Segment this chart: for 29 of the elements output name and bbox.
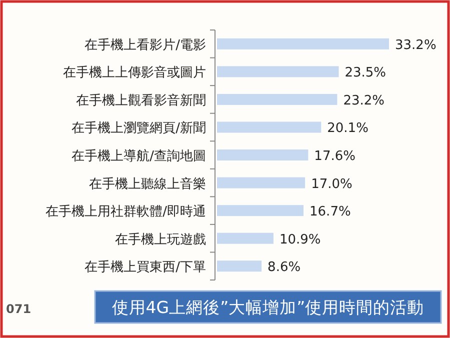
text: 使用4G上網後”大幅增加”使用時間的活動	[112, 298, 424, 317]
bar	[217, 122, 322, 133]
y-tick-label: 在手機上看影片/電影	[84, 38, 206, 53]
bar	[217, 232, 274, 244]
y-tick-label: 在手機上買東西/下單	[84, 260, 206, 276]
data-label: 23.2%	[343, 93, 385, 108]
data-label: 23.5%	[344, 66, 386, 81]
y-tick-label: 在手機上上傳影音或圖片	[63, 66, 206, 81]
y-tick-label: 在手機上瀏覽網頁/新聞	[72, 121, 206, 136]
y-tick-label: 在手機上觀看影音新聞	[76, 93, 206, 108]
bar	[217, 38, 389, 50]
bar	[217, 260, 262, 272]
data-label: 16.7%	[310, 204, 351, 220]
text: 071	[6, 302, 32, 316]
bar	[217, 205, 304, 216]
bar	[217, 66, 339, 78]
data-label: 33.2%	[395, 38, 436, 53]
bar	[217, 94, 338, 105]
y-tick-label: 在手機上聽線上音樂	[89, 176, 206, 192]
y-tick-label: 在手機上用社群軟體/即時通	[46, 204, 206, 220]
bar	[217, 150, 308, 160]
data-label: 17.0%	[311, 176, 352, 192]
data-label: 8.6%	[268, 260, 301, 276]
y-tick-label: 在手機上玩遊戲	[115, 232, 206, 248]
bar	[217, 177, 306, 188]
data-label: 17.6%	[314, 149, 356, 164]
data-label: 10.9%	[279, 232, 321, 248]
data-label: 20.1%	[327, 121, 368, 136]
y-tick-label: 在手機上導航/查詢地圖	[72, 149, 206, 164]
